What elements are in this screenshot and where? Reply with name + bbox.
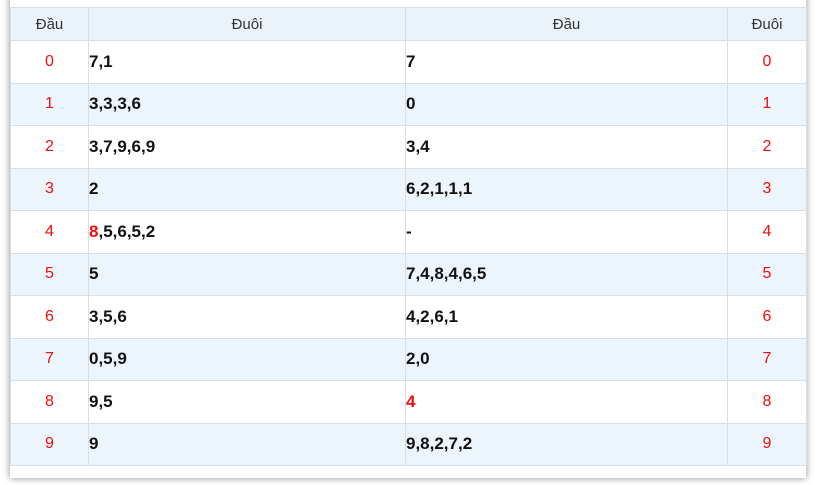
value-text: 3,4 bbox=[406, 136, 430, 156]
tail-values-left: 9,5 bbox=[88, 380, 406, 424]
table-header: Đầu Đuôi Đầu Đuôi bbox=[10, 7, 807, 41]
table-row: 3 2 6,2,1,1,1 3 bbox=[10, 167, 807, 211]
value-text: 7 bbox=[406, 51, 416, 71]
tail-values-left: 9 bbox=[88, 422, 406, 466]
highlighted-value: 8 bbox=[89, 221, 99, 241]
tail-digit-right: 7 bbox=[727, 337, 807, 381]
tail-digit-right: 0 bbox=[727, 40, 807, 84]
tail-digit-right: 9 bbox=[727, 422, 807, 466]
tail-values-left: 5 bbox=[88, 252, 406, 296]
value-text: 0,5,9 bbox=[89, 349, 127, 369]
head-digit-left: 9 bbox=[10, 422, 89, 466]
column-header-duoi-left: Đuôi bbox=[88, 7, 406, 41]
value-text: 9,8,2,7,2 bbox=[406, 434, 473, 454]
head-digit-left: 0 bbox=[10, 40, 89, 84]
table-row: 4 8,5,6,5,2-4 bbox=[10, 210, 807, 254]
table-row: 1 3,3,3,6 0 1 bbox=[10, 82, 807, 126]
table-row: 7 0,5,9 2,0 7 bbox=[10, 337, 807, 381]
tail-digit-right: 8 bbox=[727, 380, 807, 424]
value-text: 5 bbox=[89, 264, 99, 284]
table-row: 8 9,5 4 8 bbox=[10, 380, 807, 424]
column-header-dau-left: Đầu bbox=[10, 7, 89, 41]
tail-values-left: 8,5,6,5,2 bbox=[88, 210, 406, 254]
head-values-right: 9,8,2,7,2 bbox=[405, 422, 728, 466]
table-row: 6 3,5,6 4,2,6,1 6 bbox=[10, 295, 807, 339]
tail-digit-right: 3 bbox=[727, 167, 807, 211]
head-digit-left: 4 bbox=[10, 210, 89, 254]
value-text: ,5,6,5,2 bbox=[98, 221, 156, 241]
tail-values-left: 7,1 bbox=[88, 40, 406, 84]
value-text: 3,5,6 bbox=[89, 306, 127, 326]
value-text: 9,5 bbox=[89, 391, 113, 411]
head-digit-left: 3 bbox=[10, 167, 89, 211]
head-digit-left: 5 bbox=[10, 252, 89, 296]
tail-digit-right: 4 bbox=[727, 210, 807, 254]
value-text: 3,7,9,6,9 bbox=[89, 136, 156, 156]
table-body: 0 7,1 7 0 1 3,3,3,6 0 1 2 3,7,9,6,9 3,4 2 3 2 6,2,1,1,… bbox=[10, 40, 807, 466]
value-text: 2,0 bbox=[406, 349, 430, 369]
column-header-duoi-right: Đuôi bbox=[727, 7, 807, 41]
value-text: - bbox=[406, 221, 412, 241]
head-values-right: 6,2,1,1,1 bbox=[405, 167, 728, 211]
tail-digit-right: 1 bbox=[727, 82, 807, 126]
head-digit-left: 6 bbox=[10, 295, 89, 339]
value-text: 0 bbox=[406, 94, 416, 114]
table-row: 2 3,7,9,6,9 3,4 2 bbox=[10, 125, 807, 169]
highlighted-value: 4 bbox=[406, 391, 416, 411]
head-values-right: 7,4,8,4,6,5 bbox=[405, 252, 728, 296]
table-row: 5 5 7,4,8,4,6,5 5 bbox=[10, 252, 807, 296]
tail-values-left: 0,5,9 bbox=[88, 337, 406, 381]
tail-digit-right: 2 bbox=[727, 125, 807, 169]
value-text: 6,2,1,1,1 bbox=[406, 179, 473, 199]
head-values-right: 3,4 bbox=[405, 125, 728, 169]
tail-values-left: 3,7,9,6,9 bbox=[88, 125, 406, 169]
statistics-card: Đầu Đuôi Đầu Đuôi 0 7,1 7 0 1 3,3,3,6 0 1 2 3,7,9… bbox=[10, 0, 807, 478]
value-text: 3,3,3,6 bbox=[89, 94, 141, 114]
head-values-right: 7 bbox=[405, 40, 728, 84]
tail-digit-right: 6 bbox=[727, 295, 807, 339]
value-text: 7,4,8,4,6,5 bbox=[406, 264, 487, 284]
value-text: 2 bbox=[89, 179, 99, 199]
value-text: 7,1 bbox=[89, 51, 113, 71]
tail-digit-right: 5 bbox=[727, 252, 807, 296]
head-digit-left: 1 bbox=[10, 82, 89, 126]
column-header-dau-right: Đầu bbox=[405, 7, 728, 41]
head-values-right: 0 bbox=[405, 82, 728, 126]
value-text: 9 bbox=[89, 434, 99, 454]
head-values-right: - bbox=[405, 210, 728, 254]
head-digit-left: 7 bbox=[10, 337, 89, 381]
head-digit-left: 8 bbox=[10, 380, 89, 424]
head-values-right: 4 bbox=[405, 380, 728, 424]
tail-values-left: 3,3,3,6 bbox=[88, 82, 406, 126]
tail-values-left: 3,5,6 bbox=[88, 295, 406, 339]
head-digit-left: 2 bbox=[10, 125, 89, 169]
head-values-right: 2,0 bbox=[405, 337, 728, 381]
head-tail-table: Đầu Đuôi Đầu Đuôi 0 7,1 7 0 1 3,3,3,6 0 1 2 3,7,9… bbox=[10, 7, 807, 466]
table-row: 0 7,1 7 0 bbox=[10, 40, 807, 84]
head-values-right: 4,2,6,1 bbox=[405, 295, 728, 339]
value-text: 4,2,6,1 bbox=[406, 306, 458, 326]
table-row: 9 9 9,8,2,7,2 9 bbox=[10, 422, 807, 466]
tail-values-left: 2 bbox=[88, 167, 406, 211]
header-row: Đầu Đuôi Đầu Đuôi bbox=[10, 7, 807, 41]
